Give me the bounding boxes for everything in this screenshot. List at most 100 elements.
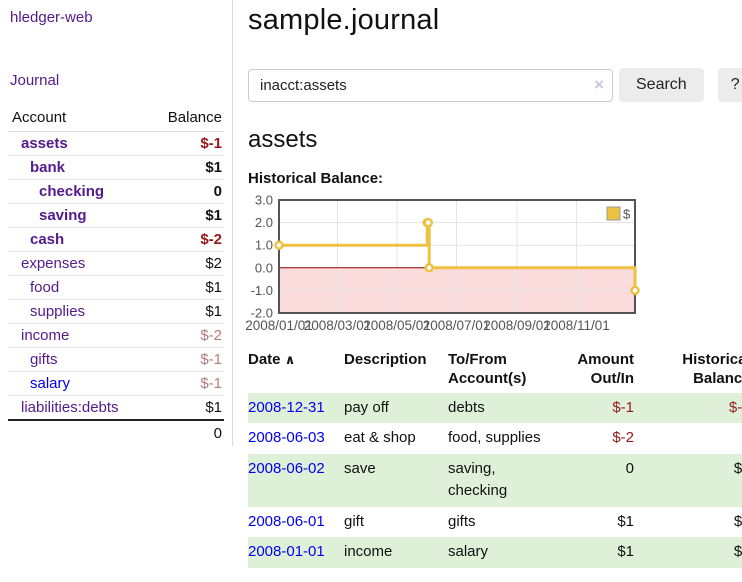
transaction-accounts: food, supplies [448,429,541,446]
register-row[interactable]: 2008-06-02 save saving, checking 0 $2 [248,453,742,507]
legend-label: $ [623,207,631,222]
transaction-date-link[interactable]: 2008-06-02 [248,459,325,477]
account-link[interactable]: food [30,279,60,296]
x-axis-tick-label: 2008/11/01 [543,318,610,333]
transaction-balance: 0 [642,423,742,454]
transaction-description: gift [344,512,365,530]
account-row: gifts $-1 [8,347,224,372]
x-axis-tick-label: 2008/05/01 [363,318,431,333]
transaction-balance: $2 [733,459,742,477]
account-balance: $-1 [147,371,224,396]
account-link[interactable]: assets [21,135,68,152]
chart-title: Historical Balance: [248,170,384,187]
transaction-amount: 0 [625,459,634,477]
account-link[interactable]: cash [30,231,65,248]
y-axis-tick-label: 3.0 [255,194,273,208]
page-title: sample.journal [248,4,440,36]
account-heading: assets [248,126,318,153]
account-balance: $1 [147,275,224,300]
account-link[interactable]: income [21,327,70,344]
y-axis-tick-label: -1.0 [251,283,273,298]
account-link[interactable]: bank [30,159,66,176]
register-header-amount: Amount Out/In [577,351,634,387]
register-header-balance: Historical Balance [682,351,742,387]
account-row: assets $-1 [8,132,224,156]
accounts-header-account: Account [8,106,148,132]
search-help-button[interactable]: ? [717,68,742,102]
y-axis-tick-label: 2.0 [255,215,273,230]
transaction-description: save [344,459,376,477]
search-button[interactable]: Search [619,68,704,102]
sidebar-divider [232,0,233,446]
historical-balance-chart: $3.0 2.0 1.0 0.0 -1.0 -2.02008/01/012008/03/0… [245,194,640,333]
account-link[interactable]: liabilities:debts [21,399,119,416]
sidebar-item-journal[interactable]: Journal [10,72,60,89]
account-link[interactable]: expenses [21,255,86,272]
transaction-accounts: saving, checking [448,459,508,500]
accounts-header-row: Account Balance [8,106,224,132]
account-link[interactable]: supplies [30,303,86,320]
x-axis-tick-label: 2008/09/01 [483,318,551,333]
transaction-balance: $-1 [728,398,742,416]
transaction-date-link[interactable]: 2008-01-01 [248,543,325,560]
account-balance: $-2 [147,227,224,252]
register-header-account: To/From Account(s) [448,351,527,387]
legend-swatch [606,206,621,221]
account-row: supplies $1 [8,299,224,324]
app-title-link[interactable]: hledger-web [10,9,93,26]
register-header-description: Description [344,351,427,368]
transaction-date-link[interactable]: 2008-12-31 [248,398,325,416]
account-link[interactable]: saving [39,207,87,224]
x-axis-tick-label: 2008/07/01 [423,318,491,333]
account-balance: $-1 [147,347,224,372]
account-balance: $1 [147,203,224,228]
transaction-date-link[interactable]: 2008-06-01 [248,512,325,530]
register-header-row: Date ∧ Description To/From Account(s) Am… [248,349,742,393]
account-row: salary $-1 [8,371,224,396]
account-link[interactable]: checking [39,183,105,200]
accounts-total-value: 0 [147,419,224,445]
account-row: income $-2 [8,323,224,348]
transaction-description: pay off [344,398,389,416]
account-link[interactable]: salary [30,375,71,392]
account-row: cash $-2 [8,227,224,252]
account-balance: $-2 [147,323,224,348]
chart-data-point [630,285,640,296]
search-input[interactable] [248,68,613,102]
transaction-balance: $1 [733,543,742,560]
register-row[interactable]: 2008-01-01 income salary $1 $1 [248,537,742,568]
transaction-date-link[interactable]: 2008-06-03 [248,429,325,446]
register-table: Date ∧ Description To/From Account(s) Am… [248,349,742,568]
register-row[interactable]: 2008-12-31 pay off debts $-1 $-1 [248,392,742,423]
transaction-amount: $-1 [612,398,634,416]
account-balance: $2 [147,251,224,276]
account-balance: $1 [147,299,224,324]
register-header-date[interactable]: Date ∧ [248,351,296,368]
account-link[interactable]: gifts [30,351,58,368]
account-row: checking 0 [8,179,224,204]
register-row[interactable]: 2008-06-03 eat & shop food, supplies $-2 0 [248,423,742,454]
main-content: sample.journal × Search ? assets Histori… [233,0,742,582]
account-row: saving $1 [8,203,224,228]
account-balance: $1 [147,395,224,420]
transaction-balance: $2 [733,512,742,530]
clear-search-icon[interactable]: × [594,74,604,94]
transaction-accounts: gifts [448,512,476,530]
transaction-amount: $-2 [612,429,634,446]
account-balance: $1 [147,155,224,180]
chart-border [278,199,636,314]
y-axis-tick-label: 1.0 [255,238,273,253]
chart-data-point [423,217,433,228]
account-balance: 0 [147,179,224,204]
x-axis-tick-label: 2008/01/01 [245,318,313,333]
search-input-wrap: × [248,68,613,102]
register-row[interactable]: 2008-06-01 gift gifts $1 $2 [248,507,742,538]
accounts-total-row: 0 [8,419,224,445]
account-row: food $1 [8,275,224,300]
sort-asc-icon: ∧ [284,352,296,367]
sidebar-nav: Journal [0,72,233,89]
y-axis-tick-label: -2.0 [251,306,273,321]
account-row: expenses $2 [8,251,224,276]
transaction-description: eat & shop [344,429,416,446]
